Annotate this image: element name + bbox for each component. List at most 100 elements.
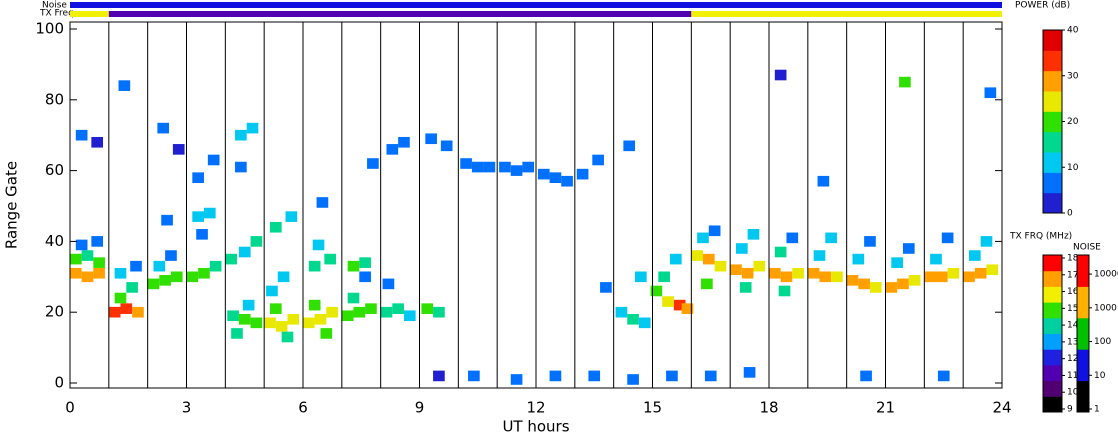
- data-cell: [433, 370, 445, 382]
- data-cell: [91, 136, 104, 148]
- noise-colorbar-swatch: [1077, 286, 1089, 319]
- data-cell: [778, 285, 791, 297]
- txfreq-colorbar-label: 10: [1067, 388, 1079, 398]
- power-colorbar-label: 30: [1067, 71, 1079, 81]
- data-cell: [120, 303, 133, 314]
- data-cell: [669, 253, 682, 265]
- x-tick-label: 24: [992, 399, 1011, 417]
- data-cell: [147, 278, 160, 290]
- data-cell: [238, 313, 251, 325]
- data-cell: [930, 253, 942, 265]
- power-colorbar-swatch: [1043, 152, 1062, 173]
- data-cell: [425, 133, 437, 145]
- data-cell: [885, 282, 898, 293]
- data-cell: [813, 250, 826, 261]
- data-cell: [225, 253, 237, 265]
- data-cell: [365, 303, 377, 314]
- txfreq-colorbar-label: 17: [1067, 270, 1078, 280]
- txfreq-colorbar-swatch: [1043, 286, 1062, 303]
- power-colorbar-swatch: [1043, 30, 1062, 51]
- data-cell: [627, 313, 639, 325]
- data-cell: [852, 253, 865, 265]
- txfreq-colorbar-swatch: [1043, 317, 1062, 334]
- data-cell: [510, 374, 523, 385]
- noise-bar-label: Noise: [42, 1, 67, 11]
- txfreq-colorbar-label: 18: [1067, 254, 1079, 264]
- data-cell: [209, 260, 222, 272]
- data-cell: [831, 271, 843, 283]
- data-cell: [192, 172, 204, 183]
- data-cell: [627, 374, 639, 385]
- data-cell: [192, 211, 204, 222]
- data-cell: [708, 225, 721, 237]
- txfreq-colorbar-label: 12: [1067, 354, 1078, 364]
- y-tick-label: 80: [45, 90, 64, 108]
- data-cell: [70, 267, 82, 279]
- data-cell: [359, 271, 371, 283]
- x-tick-label: 12: [526, 399, 545, 417]
- x-tick-label: 18: [759, 399, 778, 417]
- data-cell: [908, 275, 921, 286]
- data-cell: [382, 278, 395, 290]
- power-colorbar-title: POWER (dB): [1015, 1, 1070, 11]
- txfreq-colorbar-label: 11: [1067, 371, 1078, 381]
- data-cell: [600, 282, 612, 293]
- data-cell: [792, 267, 804, 279]
- x-axis-label: UT hours: [502, 418, 569, 435]
- data-cell: [460, 158, 472, 169]
- data-cell: [75, 129, 88, 141]
- data-cell: [132, 306, 144, 318]
- data-cell: [704, 370, 717, 382]
- data-cell: [380, 306, 393, 318]
- tx-freq-bar-label: TX Freq: [39, 9, 74, 19]
- data-cell: [118, 80, 131, 91]
- data-cell: [899, 76, 911, 88]
- data-cell: [769, 267, 781, 279]
- noise-segment: [70, 2, 1002, 8]
- data-cell: [165, 250, 177, 261]
- power-colorbar-swatch: [1043, 50, 1062, 72]
- data-cell: [963, 271, 975, 283]
- data-cell: [440, 140, 453, 152]
- noise-colorbar-label: 1000: [1094, 303, 1117, 313]
- data-cell: [658, 271, 670, 283]
- data-cell: [227, 310, 239, 322]
- data-cell: [549, 370, 562, 382]
- power-colorbar-swatch: [1043, 70, 1062, 92]
- data-cell: [347, 260, 360, 272]
- data-cell: [935, 271, 948, 283]
- noise-colorbar-title: NOISE: [1073, 243, 1101, 253]
- data-cell: [403, 310, 416, 322]
- data-cell: [499, 161, 511, 173]
- power-colorbar-swatch: [1043, 172, 1062, 194]
- data-cell: [198, 267, 210, 279]
- x-tick-label: 21: [876, 399, 895, 417]
- power-colorbar-swatch: [1043, 131, 1062, 153]
- data-cell: [681, 303, 694, 314]
- data-cell: [471, 161, 484, 173]
- data-cell: [246, 122, 259, 134]
- data-cell: [947, 267, 960, 279]
- data-cell: [897, 278, 909, 290]
- data-cell: [588, 370, 601, 382]
- noise-colorbar-swatch: [1077, 380, 1089, 413]
- power-colorbar-swatch: [1043, 192, 1062, 214]
- data-cell: [846, 275, 859, 286]
- x-tick-label: 9: [415, 399, 425, 417]
- data-cell: [231, 328, 243, 339]
- data-cell: [316, 197, 329, 208]
- data-cell: [359, 257, 371, 268]
- data-cell: [780, 271, 793, 283]
- data-cell: [986, 264, 999, 276]
- y-tick-label: 0: [54, 374, 64, 392]
- data-cell: [819, 271, 832, 283]
- power-colorbar-label: 10: [1067, 163, 1079, 173]
- data-cell: [937, 370, 950, 382]
- data-cell: [70, 253, 82, 265]
- data-cell: [312, 239, 325, 251]
- data-cell: [242, 299, 255, 311]
- data-cell: [592, 154, 604, 166]
- txfreq-colorbar-swatch: [1043, 364, 1062, 382]
- y-axis-label: Range Gate: [3, 161, 21, 249]
